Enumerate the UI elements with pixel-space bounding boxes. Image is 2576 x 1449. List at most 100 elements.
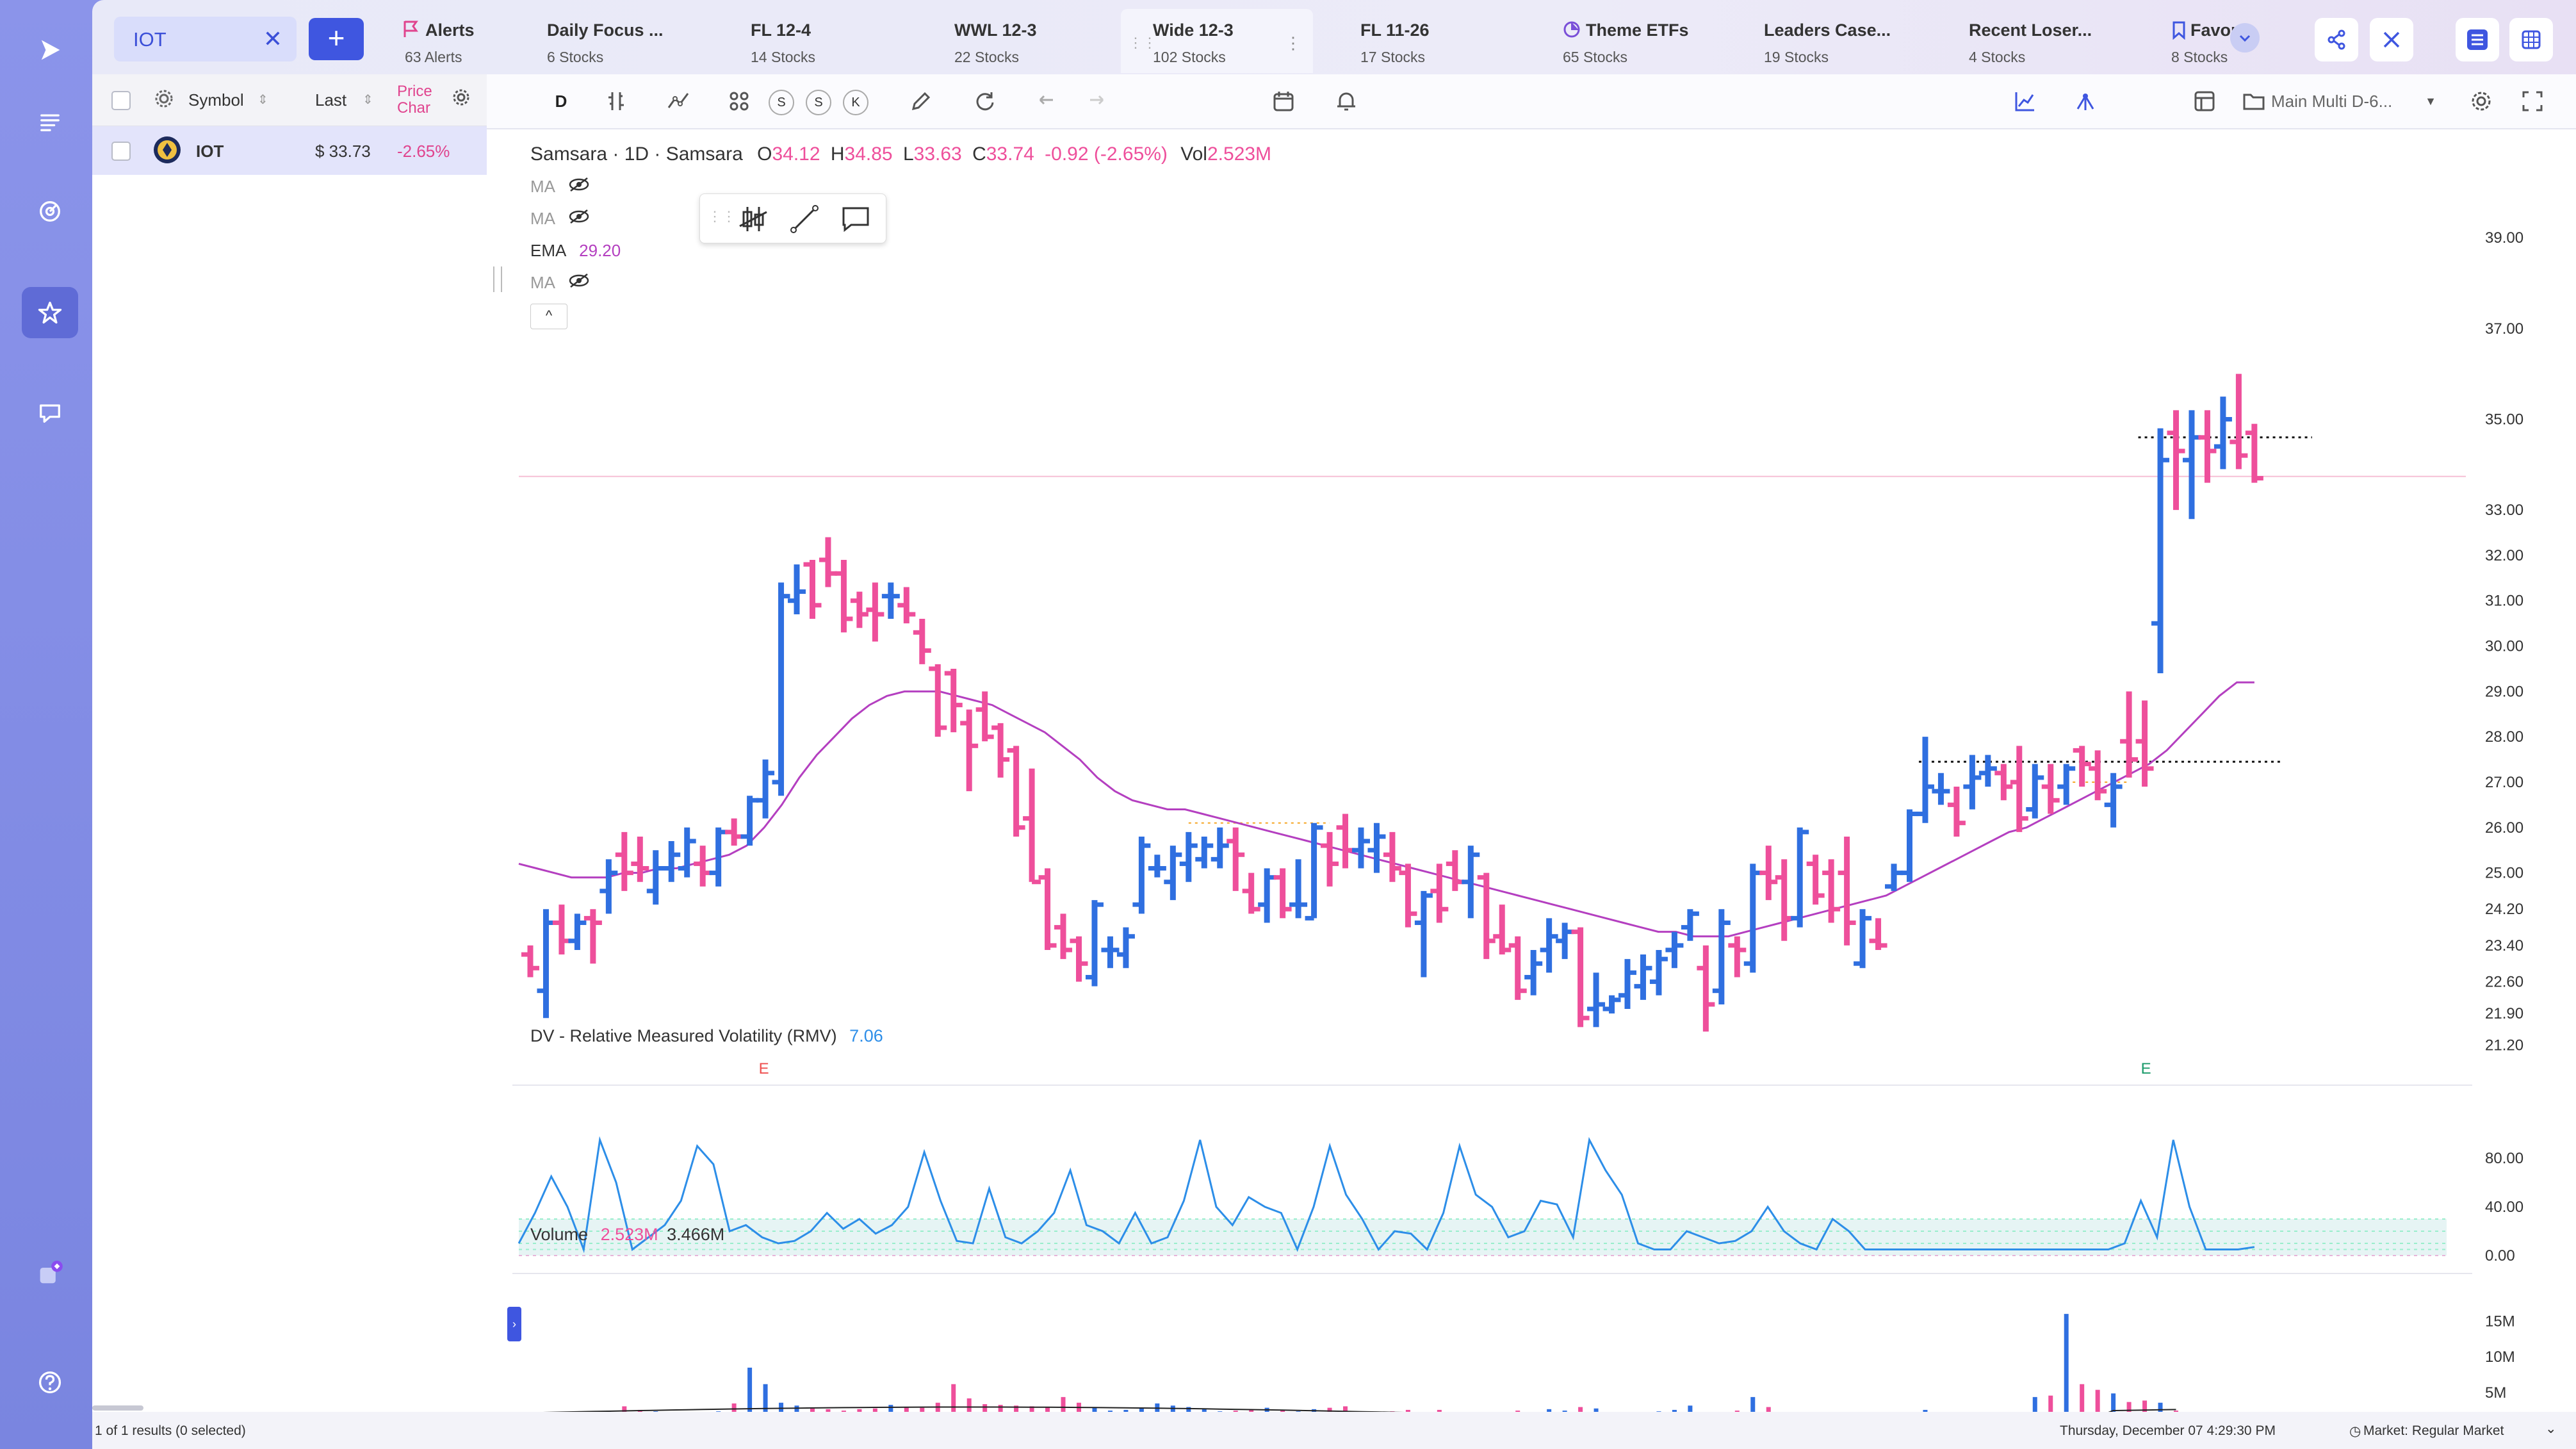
ohlc-bar <box>1477 872 1496 960</box>
deepvue-logo-icon[interactable] <box>22 24 78 76</box>
tab-alerts[interactable]: Alerts 63 Alerts <box>402 9 550 73</box>
watchlist-row[interactable]: IOT $ 33.73 -2.65% <box>92 126 487 175</box>
price-chart-canvas[interactable]: 39.00 37.00 35.00 33.00 32.00 31.00 30.00 29.00… <box>487 128 2576 1412</box>
panel-resize-handle[interactable] <box>493 266 502 292</box>
calendar-icon[interactable] <box>1269 87 1298 115</box>
watchlist-star-icon[interactable] <box>22 287 78 338</box>
price-axis-label: 32.00 <box>2485 547 2523 564</box>
tab-title: Recent Loser... <box>1969 20 2092 40</box>
help-icon[interactable] <box>22 1357 78 1408</box>
market-status[interactable]: Market: Regular Market <box>2363 1423 2504 1438</box>
column-header-symbol[interactable]: Symbol <box>188 90 244 110</box>
tab-wide-12-3[interactable]: ⋮⋮ Wide 12-3 102 Stocks ⋮ <box>1121 9 1313 73</box>
column-header-price-change[interactable]: Price Char <box>397 83 432 117</box>
ohlc-bar <box>975 691 994 742</box>
tab-fl-12-4[interactable]: FL 12-4 14 Stocks <box>751 9 943 73</box>
clear-search-icon[interactable]: ✕ <box>263 26 282 52</box>
sort-icon[interactable]: ⇕ <box>363 93 373 107</box>
column-settings-icon[interactable] <box>451 87 471 112</box>
chart-legend: Samsara · 1D · Samsara O34.12 H34.85 L33… <box>530 143 1271 165</box>
indicator-name: EMA <box>530 241 566 260</box>
tab-subtitle: 17 Stocks <box>1360 49 1425 65</box>
chart-settings-gear-icon[interactable] <box>2467 87 2495 115</box>
drag-handle-icon[interactable]: ⋮⋮ <box>708 208 736 224</box>
ohlc-bar <box>756 759 775 819</box>
interval-button[interactable]: D <box>555 91 567 111</box>
drag-handle-icon[interactable]: ⋮⋮ <box>1129 35 1157 51</box>
s-toggle-button[interactable]: S <box>769 90 794 115</box>
alert-flag-icon <box>402 19 420 42</box>
menu-icon[interactable] <box>22 96 78 147</box>
list-view-icon[interactable] <box>2456 18 2499 61</box>
grid-view-icon[interactable] <box>2509 18 2553 61</box>
layout-icon[interactable] <box>2190 87 2219 115</box>
select-all-checkbox[interactable] <box>111 91 131 110</box>
horizontal-scrollbar[interactable] <box>92 1405 143 1411</box>
rmv-axis-label: 0.00 <box>2485 1247 2515 1265</box>
ohlc-bar <box>850 591 868 628</box>
redo-icon[interactable] <box>1082 87 1111 115</box>
x-twitter-icon[interactable] <box>2370 18 2413 61</box>
screener-icon[interactable] <box>22 186 78 237</box>
add-watchlist-button[interactable]: + <box>309 18 364 60</box>
eye-hidden-icon[interactable] <box>568 273 590 292</box>
comment-tool-icon[interactable] <box>840 204 872 237</box>
folder-icon[interactable] <box>2239 87 2269 115</box>
ohlc-bar <box>1791 827 1809 928</box>
ohlc-bar <box>2151 428 2170 674</box>
layout-dropdown-icon[interactable]: ▼ <box>2425 94 2436 108</box>
share-icon[interactable] <box>2315 18 2358 61</box>
chart-panel: D S S K Main Multi D-6... ▼ 39.00 37.00 35… <box>487 74 2576 1412</box>
refresh-icon[interactable] <box>971 87 999 115</box>
column-settings-gear-icon[interactable] <box>154 88 174 113</box>
fullscreen-icon[interactable] <box>2518 87 2547 115</box>
bar-style-icon[interactable] <box>602 87 630 115</box>
undo-icon[interactable] <box>1032 87 1061 115</box>
price-axis-label: 23.40 <box>2485 937 2523 954</box>
tab-leaders-case[interactable]: Leaders Case... 19 Stocks <box>1764 9 1956 73</box>
tab-wwl-12-3[interactable]: WWL 12-3 22 Stocks <box>954 9 1146 73</box>
row-last-price: $ 33.73 <box>315 142 371 161</box>
candle-tool-icon[interactable] <box>737 204 769 237</box>
chart-type-icon[interactable] <box>2011 87 2039 115</box>
volume-axis-label: 5M <box>2485 1384 2506 1402</box>
volume-average: 3.466M <box>667 1225 725 1244</box>
trendline-tool-icon[interactable] <box>788 204 820 237</box>
eye-hidden-icon[interactable] <box>568 209 590 228</box>
user-avatar[interactable] <box>22 1249 78 1300</box>
indicator-ema[interactable]: EMA 29.20 <box>530 241 621 261</box>
s2-toggle-button[interactable]: S <box>806 90 831 115</box>
market-chevron-icon[interactable]: ⌄ <box>2545 1421 2557 1436</box>
row-change: -2.65% <box>397 142 450 161</box>
indicators-icon[interactable] <box>665 87 693 115</box>
ohlc-bar <box>2104 773 2123 828</box>
price-axis-label: 33.00 <box>2485 502 2523 519</box>
layout-name-select[interactable]: Main Multi D-6... <box>2271 91 2393 111</box>
ohlc-bar <box>1540 918 1558 973</box>
tab-fl-11-26[interactable]: FL 11-26 17 Stocks <box>1360 9 1553 73</box>
row-checkbox[interactable] <box>111 142 131 161</box>
collapse-legend-button[interactable]: ^ <box>530 304 567 329</box>
indicator-ma-2[interactable]: MA <box>530 209 590 229</box>
column-header-last[interactable]: Last <box>315 90 347 110</box>
ohlc-bar <box>1932 773 1950 805</box>
eye-hidden-icon[interactable] <box>568 177 590 196</box>
symbol-search-input[interactable]: IOT ✕ <box>114 17 297 61</box>
indicator-ma-3[interactable]: MA <box>530 273 590 293</box>
price-axis-label: 39.00 <box>2485 229 2523 247</box>
tab-theme-etfs[interactable]: Theme ETFs 65 Stocks <box>1563 9 1755 73</box>
sort-icon[interactable]: ⇕ <box>257 93 268 107</box>
tabs-overflow-chevron-icon[interactable] <box>2230 23 2260 53</box>
tab-menu-icon[interactable]: ⋮ <box>1285 33 1301 53</box>
alert-bell-icon[interactable] <box>1332 87 1360 115</box>
draw-pencil-icon[interactable] <box>907 87 935 115</box>
k-toggle-button[interactable]: K <box>843 90 868 115</box>
ideas-icon[interactable] <box>22 387 78 438</box>
expand-toolbar-button[interactable]: › <box>507 1307 521 1341</box>
tab-daily-focus[interactable]: Daily Focus ... 6 Stocks <box>547 9 739 73</box>
compare-icon[interactable] <box>2071 87 2099 115</box>
tab-recent-losers[interactable]: Recent Loser... 4 Stocks <box>1969 9 2161 73</box>
ohlc-bar <box>1070 936 1088 982</box>
indicator-ma-1[interactable]: MA <box>530 177 590 197</box>
layout-grid-icon[interactable] <box>725 87 753 115</box>
